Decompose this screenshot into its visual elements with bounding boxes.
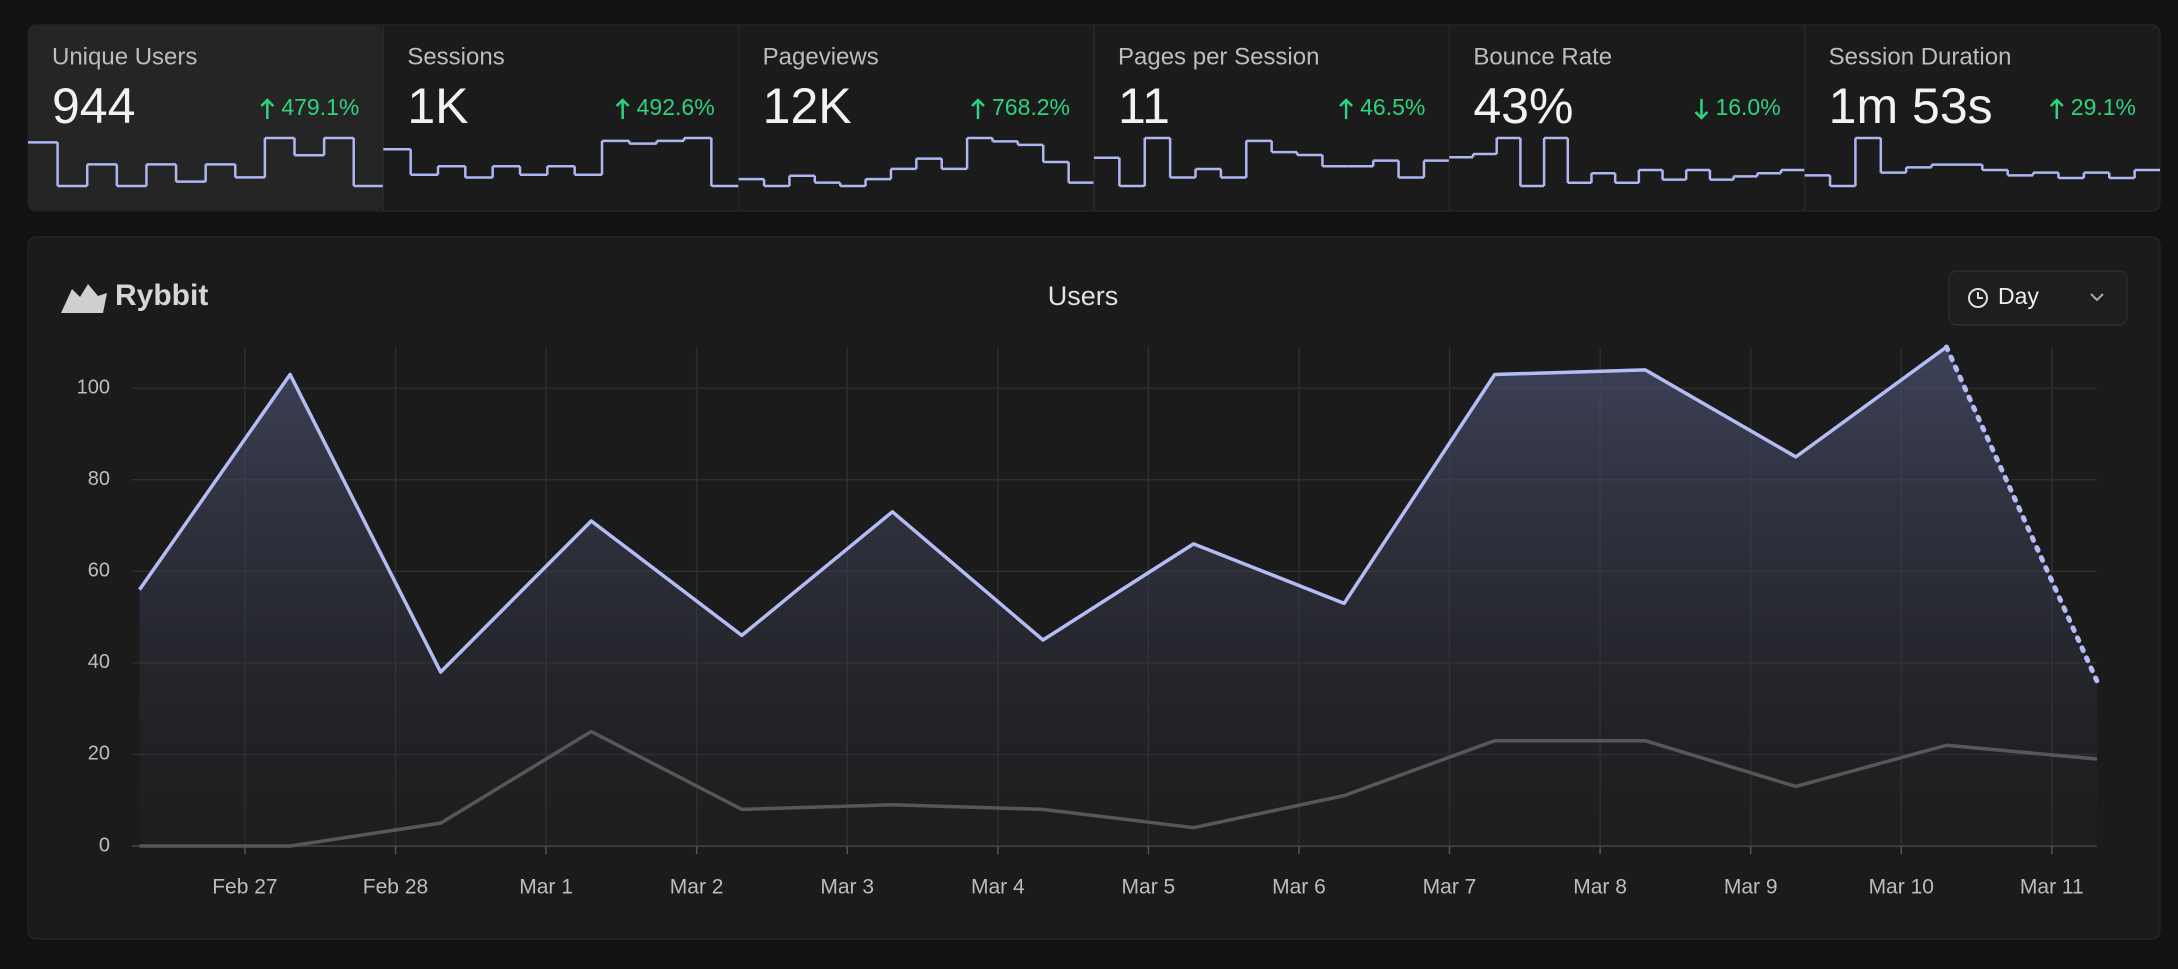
dropdown-label: Day [1998, 283, 2039, 309]
chevron [2090, 293, 2104, 302]
y-tick-label: 60 [88, 560, 110, 582]
card-title: Session Duration [1829, 43, 2012, 70]
dropdown-box[interactable] [1948, 270, 2128, 326]
y-tick-label: 80 [88, 468, 110, 490]
chart-title: Users [1048, 281, 1119, 311]
card-title: Sessions [407, 43, 504, 70]
y-tick-label: 20 [88, 743, 110, 765]
card-value: 12K [763, 78, 852, 134]
x-tick-label: Mar 6 [1272, 876, 1326, 899]
card-value: 944 [52, 78, 135, 134]
brand-icon [61, 284, 107, 313]
x-tick-label: Mar 10 [1869, 876, 1934, 899]
x-tick-label: Mar 7 [1423, 876, 1477, 899]
x-tick-label: Mar 8 [1573, 876, 1627, 899]
x-tick-label: Mar 11 [2020, 876, 2084, 899]
x-tick-label: Mar 4 [971, 876, 1025, 899]
change-arrow [1694, 99, 1709, 120]
y-tick-label: 100 [77, 376, 110, 398]
x-tick-label: Mar 1 [519, 876, 573, 899]
card-change: 479.1% [281, 94, 359, 120]
change-arrow [1339, 98, 1353, 119]
card-value: 1K [407, 78, 468, 134]
card-change: 768.2% [992, 94, 1070, 120]
x-tick-label: Mar 5 [1122, 876, 1176, 899]
card-change: 492.6% [637, 94, 715, 120]
x-tick-label: Feb 28 [363, 876, 428, 899]
change-arrow [260, 98, 275, 119]
card-title: Unique Users [52, 43, 197, 70]
card-change: 29.1% [2071, 94, 2136, 120]
card-change: 16.0% [1715, 94, 1780, 120]
card-value: 1m 53s [1829, 78, 1993, 134]
card-title: Bounce Rate [1473, 43, 1612, 70]
x-tick-label: Feb 27 [212, 876, 277, 899]
y-tick-label: 0 [99, 834, 110, 856]
clock-hand [1977, 292, 1983, 299]
brand-name: Rybbit [115, 279, 208, 312]
area [139, 347, 2098, 846]
series-line [139, 729, 2098, 848]
card-value: 43% [1473, 78, 1573, 134]
card-title: Pageviews [763, 43, 879, 70]
brand-logo: Rybbit [61, 279, 208, 313]
change-arrow [971, 98, 985, 119]
card-change: 46.5% [1360, 94, 1425, 120]
y-tick-label: 40 [88, 651, 110, 673]
x-tick-label: Mar 9 [1724, 876, 1778, 899]
clock-icon [1968, 288, 1988, 308]
x-tick-label: Mar 2 [670, 876, 724, 899]
series-line [138, 345, 1948, 674]
card-title: Pages per Session [1118, 43, 1319, 70]
interval-dropdown[interactable]: Day [1948, 270, 2128, 326]
x-tick-label: Mar 3 [820, 876, 874, 899]
change-arrow [2049, 98, 2064, 119]
change-arrow [615, 98, 630, 119]
card-value: 11 [1118, 78, 1170, 134]
card-highlight [29, 26, 384, 210]
